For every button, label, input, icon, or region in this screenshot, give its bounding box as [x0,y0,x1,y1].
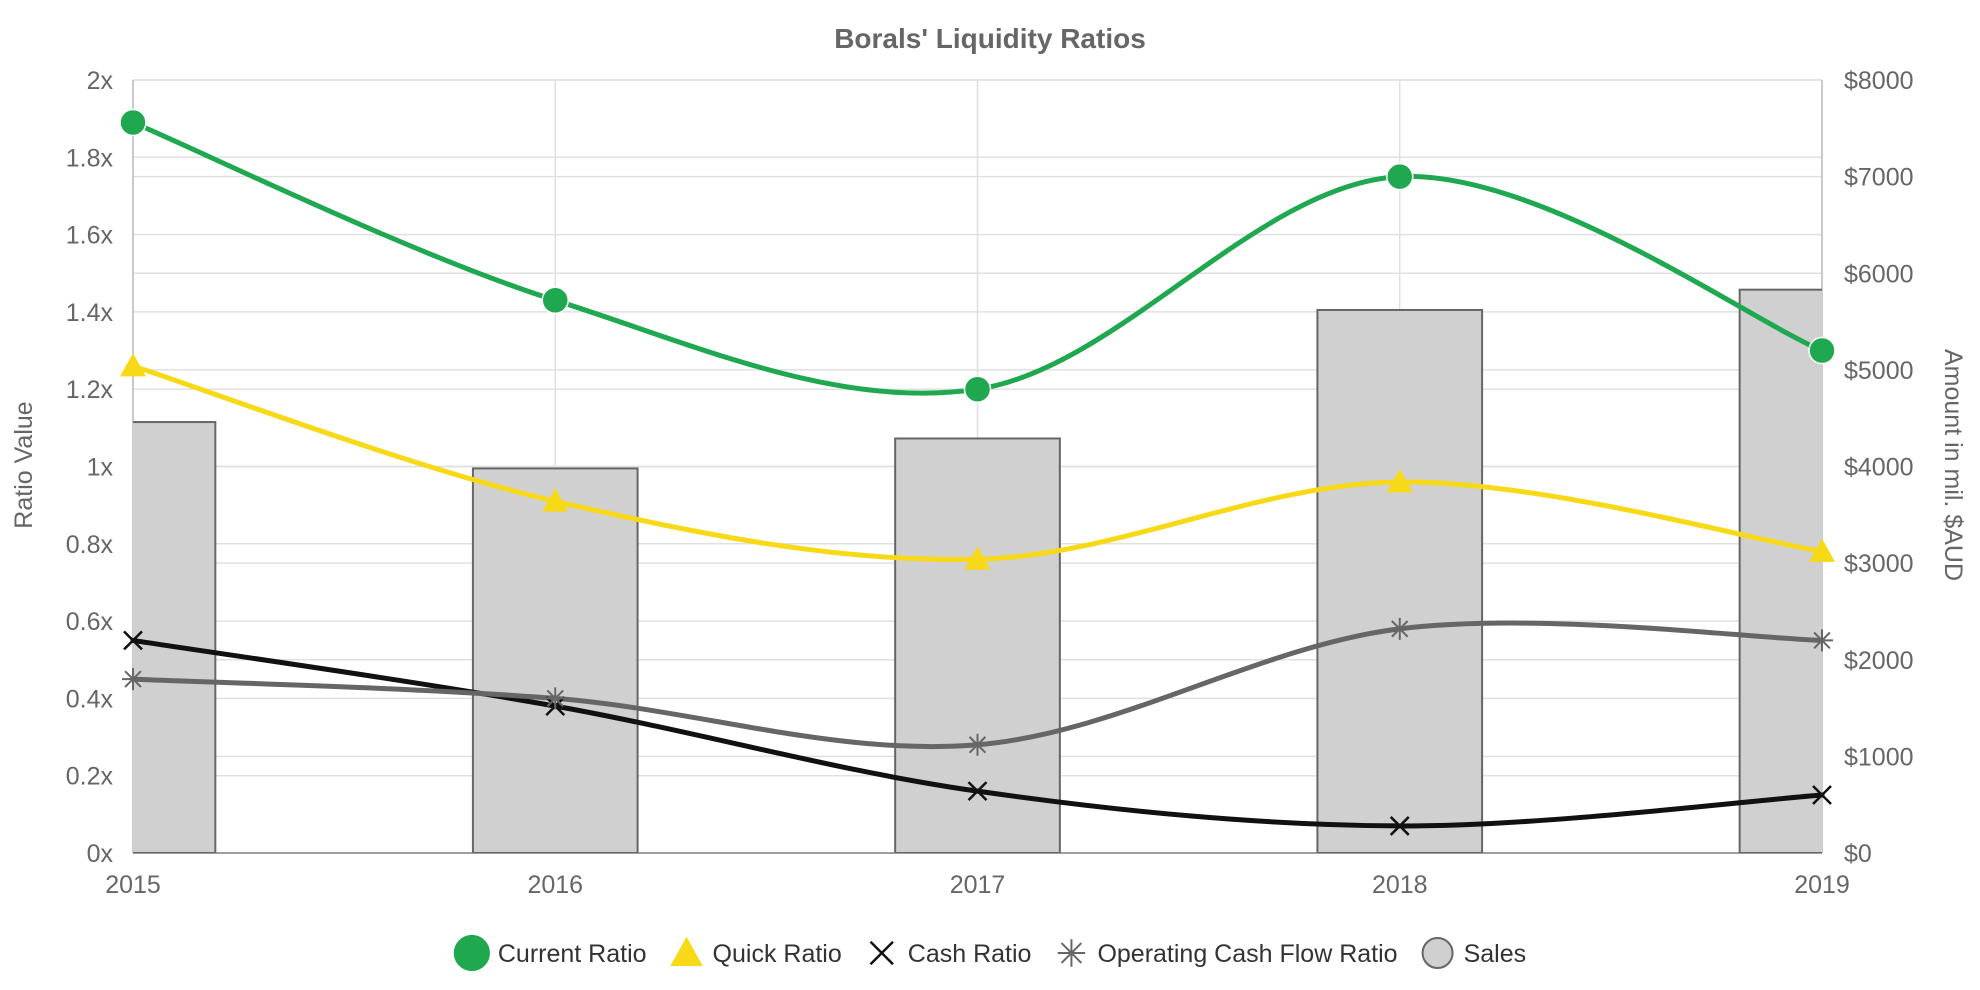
y2-tick-label: $1000 [1844,743,1914,771]
cash-ratio-legend-icon [869,940,894,966]
current-ratio-legend-icon [452,933,492,973]
y-tick-label: 1x [87,454,114,482]
y2-tick-label: $8000 [1844,67,1914,95]
sales-bars [133,288,1822,853]
current-ratio-point [1808,336,1836,365]
right-axis-title: Amount in mil. $AUD [1939,349,1967,581]
y-tick-label: 0.6x [66,608,114,636]
current-ratio-point [1386,162,1414,191]
y2-tick-label: $3000 [1844,550,1914,578]
operating-cash-flow-ratio-point [544,687,567,710]
legend-item-cash-ratio: Cash Ratio [869,940,1032,968]
quick-ratio-point [1809,538,1835,562]
legend: Current Ratio Quick Ratio Cash Ratio Operat… [452,933,1527,973]
legend-item-current-ratio: Current Ratio [452,933,647,973]
current-ratio-point [541,286,569,315]
y2-tick-label: $2000 [1844,647,1914,675]
chart-title: Borals' Liquidity Ratios [834,23,1146,54]
y-tick-label: 0.4x [66,685,114,713]
operating-cash-flow-ratio-point [966,733,989,756]
legend-label: Current Ratio [498,940,647,968]
cash-ratio-point [1812,785,1832,805]
quick-ratio-point [120,353,146,377]
current-ratio-point [963,375,992,403]
operating-cash-flow-ratio-legend-icon [1057,939,1086,967]
quick-ratio-point [964,546,991,570]
y-tick-label: 0x [87,840,114,868]
operating-cash-flow-ratio-point [1811,629,1833,652]
right-axis-ticks: $0 $1000 $2000 $3000 $4000 $5000 $6000 $7000 $80… [1844,67,1914,868]
x-tick-label: 2019 [1794,871,1850,899]
legend-item-quick-ratio: Quick Ratio [670,936,842,968]
x-axis-ticks: 2015 2016 2017 2018 2019 [105,871,1850,899]
y-tick-label: 1.8x [66,144,114,172]
legend-label: Operating Cash Flow Ratio [1097,940,1397,968]
y-tick-label: 1.6x [66,222,114,250]
left-axis-ticks: 0x 0.2x 0.4x 0.6x 0.8x 1x 1.2x 1.4x 1.6x 1.8x 2x [66,67,114,868]
sales-bar [1738,288,1822,853]
cash-ratio-point [1389,816,1410,836]
y-tick-label: 1.4x [66,299,114,327]
y2-tick-label: $5000 [1844,357,1914,385]
legend-item-operating-cash-flow-ratio: Operating Cash Flow Ratio [1057,939,1398,968]
cash-ratio-point [967,781,988,802]
x-tick-label: 2018 [1372,871,1428,899]
current-ratio-point [119,108,147,137]
sales-bar [471,467,639,853]
x-tick-label: 2015 [105,871,161,899]
sales-legend-icon [1421,937,1454,969]
cash-ratio-point [123,630,143,651]
y-tick-label: 2x [87,67,114,95]
quick-ratio-point [542,488,569,512]
x-tick-label: 2016 [527,871,583,899]
sales-bar [133,421,217,853]
y2-tick-label: $6000 [1844,260,1914,288]
legend-label: Cash Ratio [908,940,1032,968]
quick-ratio-point [1386,468,1413,493]
y2-tick-label: $7000 [1844,164,1914,192]
operating-cash-flow-ratio-point [122,668,144,691]
ratio-markers [119,108,1836,836]
legend-item-sales: Sales [1421,937,1527,969]
y2-tick-label: $4000 [1844,454,1914,482]
quick-ratio-legend-icon [670,936,703,966]
y-tick-label: 0.2x [66,763,114,791]
y-tick-label: 0.8x [66,531,114,559]
sales-bar [1316,308,1484,853]
y-tick-label: 1.2x [66,376,114,404]
legend-label: Sales [1464,940,1527,968]
operating-cash-flow-ratio-point [1388,617,1411,640]
legend-label: Quick Ratio [713,940,842,968]
x-tick-label: 2017 [950,871,1006,899]
y2-tick-label: $0 [1844,840,1872,868]
left-axis-title: Ratio Value [10,401,38,528]
